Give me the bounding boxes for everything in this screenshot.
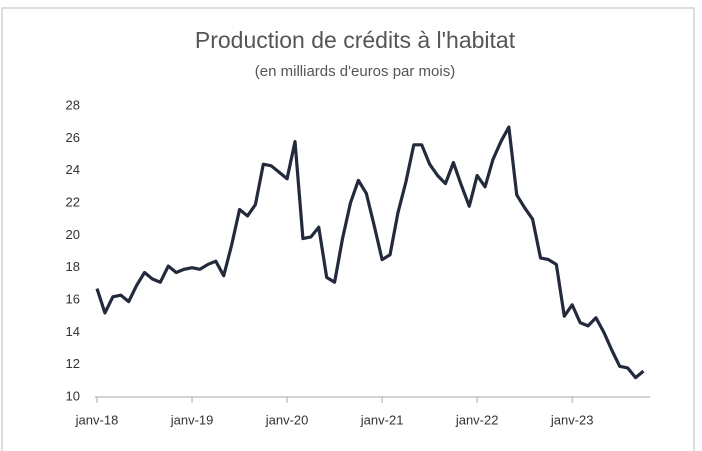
y-tick-label: 16 [66, 291, 80, 306]
x-tick-label: janv-18 [75, 412, 119, 427]
line [95, 125, 645, 380]
y-tick-label: 20 [66, 227, 80, 242]
x-tick-label: janv-23 [550, 412, 594, 427]
y-tick-label: 14 [66, 324, 80, 339]
y-tick-label: 26 [66, 130, 80, 145]
chart-title: Production de crédits à l'habitat [195, 27, 516, 53]
x-tick-label: janv-22 [455, 412, 499, 427]
x-tick-label: janv-19 [170, 412, 214, 427]
y-tick-label: 28 [66, 97, 80, 112]
y-tick-label: 12 [66, 356, 80, 371]
y-tick-label: 22 [66, 194, 80, 209]
frame [1, 7, 695, 451]
x-tick-label: janv-21 [360, 412, 404, 427]
chart-subtitle: (en milliards d'euros par mois) [255, 63, 455, 80]
y-tick-label: 10 [66, 388, 80, 403]
y-tick-label: 24 [66, 162, 80, 177]
x-tick-label: janv-20 [265, 412, 309, 427]
y-tick-label: 18 [66, 259, 80, 274]
